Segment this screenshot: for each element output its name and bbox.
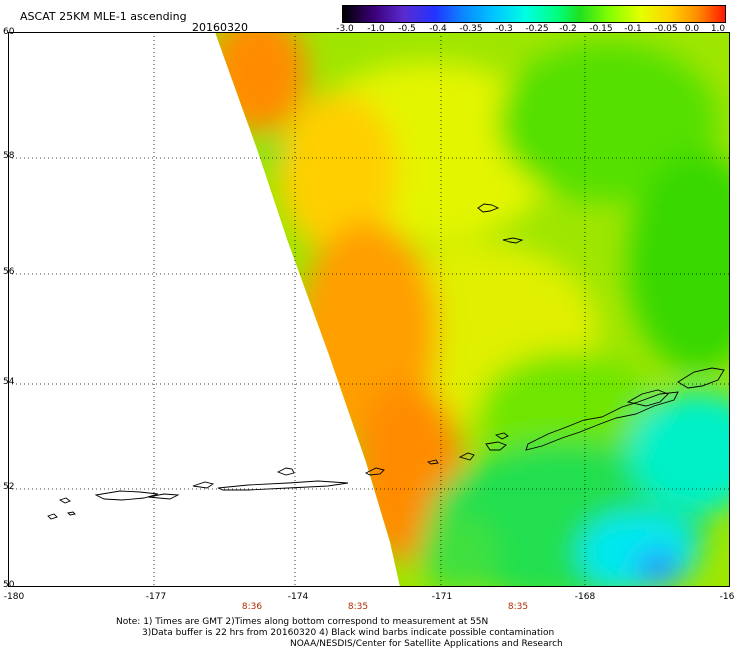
wind-speed-swath xyxy=(215,32,730,587)
time-label: 8:35 xyxy=(347,602,369,612)
longitude-label: -177 xyxy=(145,592,167,602)
map-border xyxy=(8,32,730,587)
coastline xyxy=(47,203,725,520)
latitude-label: 52 xyxy=(3,482,15,492)
colorbar-label: -0.2 xyxy=(559,24,577,34)
longitude-label: -180 xyxy=(3,592,25,602)
latitude-label: 50 xyxy=(3,580,15,590)
product-date: 20160320 xyxy=(192,21,248,34)
longitude-label: -174 xyxy=(287,592,309,602)
colorbar-label: -0.4 xyxy=(429,24,447,34)
note-line-3: NOAA/NESDIS/Center for Satellite Applica… xyxy=(290,639,563,649)
longitude-label: -171 xyxy=(431,592,453,602)
colorbar-label: -0.35 xyxy=(459,24,483,34)
time-label: 8:36 xyxy=(241,602,263,612)
colorbar-label: -1.0 xyxy=(367,24,385,34)
note-line-2: 3)Data buffer is 22 hrs from 20160320 4)… xyxy=(142,628,555,638)
colorbar-label: -0.15 xyxy=(589,24,613,34)
note-line-1: Note: 1) Times are GMT 2)Times along bot… xyxy=(116,617,489,627)
longitude-label: -168 xyxy=(574,592,596,602)
colorbar-label: -0.25 xyxy=(525,24,549,34)
colorbar-label: -0.3 xyxy=(495,24,513,34)
latitude-label: 56 xyxy=(3,267,15,277)
wind-map xyxy=(8,32,730,587)
colorbar-label: -3.0 xyxy=(336,24,354,34)
colorbar-label: -0.05 xyxy=(654,24,678,34)
colorbar-label: -0.5 xyxy=(398,24,416,34)
latitude-label: 60 xyxy=(3,27,15,37)
colorbar xyxy=(342,5,726,23)
graticule xyxy=(8,32,730,587)
time-label: 8:35 xyxy=(507,602,529,612)
colorbar-label: -0.1 xyxy=(624,24,642,34)
colorbar-label: 0.0 xyxy=(684,24,700,34)
latitude-label: 54 xyxy=(3,377,15,387)
product-title: ASCAT 25KM MLE-1 ascending xyxy=(20,10,187,23)
latitude-label: 58 xyxy=(3,151,15,161)
longitude-label: -16 xyxy=(719,592,735,602)
colorbar-label: 1.0 xyxy=(710,24,726,34)
